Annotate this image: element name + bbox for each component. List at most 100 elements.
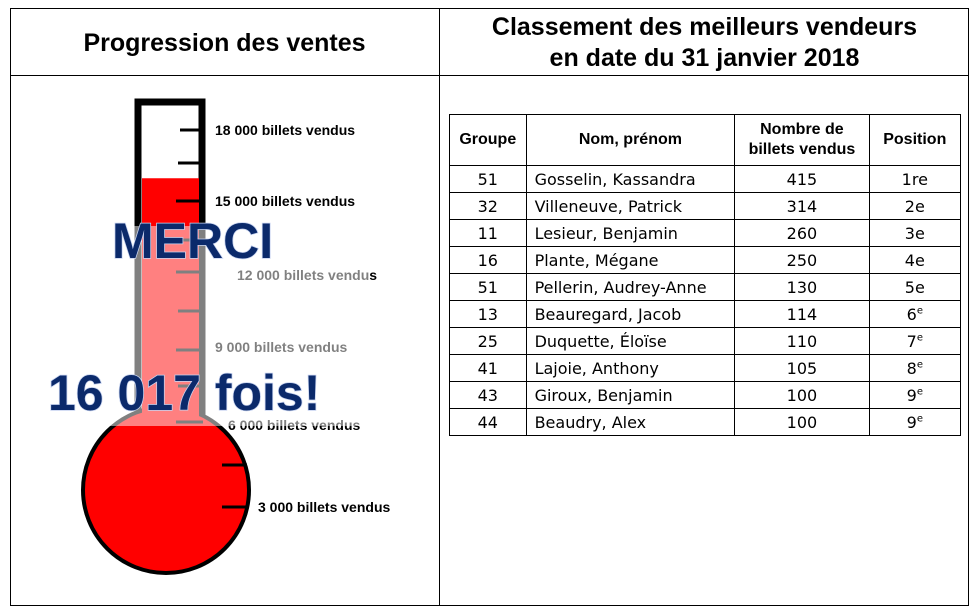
merci-text: MERCI: [112, 213, 273, 269]
tickets-cell: 105: [734, 354, 870, 382]
tickets-cell: 114: [734, 300, 870, 328]
group-cell: 13: [449, 300, 527, 328]
name-cell-text: Lajoie, Anthony: [534, 358, 659, 378]
position-cell-text: 3e: [904, 223, 925, 243]
tickets-cell-text: 260: [786, 223, 818, 243]
count-text: 16 017 fois!: [48, 365, 320, 421]
name-cell-text: Plante, Mégane: [534, 250, 659, 270]
table-row: 25 Duquette, Éloïse 110 7e: [449, 327, 962, 355]
table-row: 11 Lesieur, Benjamin 260 3e: [449, 219, 962, 247]
group-cell: 41: [449, 354, 527, 382]
tickets-cell: 100: [734, 381, 870, 409]
position-cell-text: 5e: [904, 277, 925, 297]
ordinal-suffix: e: [916, 305, 923, 317]
label-15000: 15 000 billets vendus: [215, 193, 355, 209]
position-cell: 1re: [868, 165, 962, 193]
table-row: 43 Giroux, Benjamin 100 9e: [449, 381, 962, 409]
group-cell-text: 41: [477, 358, 498, 378]
name-cell-text: Villeneuve, Patrick: [534, 196, 683, 216]
tickets-cell-text: 114: [786, 304, 818, 324]
position-cell: 9e: [868, 381, 962, 409]
table-row: 51 Gosselin, Kassandra 415 1re: [449, 165, 962, 193]
thermometer: 18 000 billets vendus 15 000 billets ven…: [47, 98, 390, 575]
tickets-cell: 260: [734, 219, 870, 247]
position-cell: 7e: [868, 327, 962, 355]
name-cell: Giroux, Benjamin: [525, 381, 736, 409]
name-cell-text: Lesieur, Benjamin: [534, 223, 678, 243]
name-cell: Pellerin, Audrey-Anne: [525, 273, 736, 301]
left-header: Progression des ventes: [83, 29, 366, 57]
column-header: Nombre de billets vendus: [734, 114, 870, 166]
tickets-cell: 314: [734, 192, 870, 220]
name-cell-text: Beaudry, Alex: [534, 412, 647, 432]
position-cell-text: 8: [906, 358, 917, 378]
name-cell-text: Gosselin, Kassandra: [534, 169, 696, 189]
table-row: 41 Lajoie, Anthony 105 8e: [449, 354, 962, 382]
position-cell: 3e: [868, 219, 962, 247]
fade-overlay: [100, 226, 370, 426]
name-cell-text: Giroux, Benjamin: [534, 385, 673, 405]
column-divider: [439, 8, 440, 606]
label-18000: 18 000 billets vendus: [215, 122, 355, 138]
position-cell: 9e: [868, 408, 962, 436]
name-cell: Lesieur, Benjamin: [525, 219, 736, 247]
outer-frame: [10, 8, 969, 606]
position-cell-text: 6: [906, 304, 917, 324]
group-cell: 43: [449, 381, 527, 409]
ordinal-suffix: e: [916, 386, 923, 398]
position-cell-text: 1re: [901, 169, 928, 189]
group-cell-text: 16: [477, 250, 498, 270]
position-cell-text: 9: [906, 385, 917, 405]
tickets-cell-text: 105: [786, 358, 818, 378]
position-cell: 8e: [868, 354, 962, 382]
position-cell-text: 4e: [904, 250, 925, 270]
right-header-line1: Classement des meilleurs vendeurs: [491, 13, 918, 41]
right-header: Classement des meilleurs vendeurs en dat…: [440, 12, 969, 74]
table-row: 44 Beaudry, Alex 100 9e: [449, 408, 962, 436]
position-cell: 6e: [868, 300, 962, 328]
ordinal-suffix: e: [916, 332, 923, 344]
table-row: 32 Villeneuve, Patrick 314 2e: [449, 192, 962, 220]
name-cell-text: Duquette, Éloïse: [534, 331, 667, 351]
tickets-cell-text: 110: [786, 331, 818, 351]
position-cell: 2e: [868, 192, 962, 220]
table-row: 16 Plante, Mégane 250 4e: [449, 246, 962, 274]
tickets-cell-text: 314: [786, 196, 818, 216]
name-cell: Gosselin, Kassandra: [525, 165, 736, 193]
group-cell-text: 25: [477, 331, 498, 351]
group-cell: 11: [449, 219, 527, 247]
tickets-cell: 110: [734, 327, 870, 355]
tickets-cell-text: 250: [786, 250, 818, 270]
group-cell-text: 32: [477, 196, 498, 216]
table-row: 13 Beauregard, Jacob 114 6e: [449, 300, 962, 328]
tickets-cell: 415: [734, 165, 870, 193]
ranking-table: Groupe Nom, prénom Nombre de billets vendu…: [449, 114, 962, 436]
name-cell: Lajoie, Anthony: [525, 354, 736, 382]
tickets-cell-text: 100: [786, 412, 818, 432]
group-cell: 44: [449, 408, 527, 436]
position-cell-text: 2e: [904, 196, 925, 216]
group-cell: 16: [449, 246, 527, 274]
group-cell: 51: [449, 273, 527, 301]
group-cell-text: 51: [477, 277, 498, 297]
name-cell: Plante, Mégane: [525, 246, 736, 274]
ordinal-suffix: e: [916, 359, 923, 371]
group-cell-text: 11: [477, 223, 498, 243]
name-cell: Duquette, Éloïse: [525, 327, 736, 355]
tickets-cell: 130: [734, 273, 870, 301]
name-cell: Villeneuve, Patrick: [525, 192, 736, 220]
column-header: Nom, prénom: [525, 114, 736, 166]
table-header-row: Groupe Nom, prénom Nombre de billets vendu…: [449, 114, 962, 166]
ordinal-suffix: e: [916, 413, 923, 425]
position-cell-text: 7: [906, 331, 917, 351]
column-header: Groupe: [449, 114, 527, 166]
group-cell-text: 44: [477, 412, 498, 432]
name-cell: Beaudry, Alex: [525, 408, 736, 436]
tickets-cell-text: 130: [786, 277, 818, 297]
tickets-cell-text: 100: [786, 385, 818, 405]
group-cell-text: 51: [477, 169, 498, 189]
group-cell: 25: [449, 327, 527, 355]
name-cell-text: Pellerin, Audrey-Anne: [534, 277, 707, 297]
position-cell: 4e: [868, 246, 962, 274]
name-cell: Beauregard, Jacob: [525, 300, 736, 328]
